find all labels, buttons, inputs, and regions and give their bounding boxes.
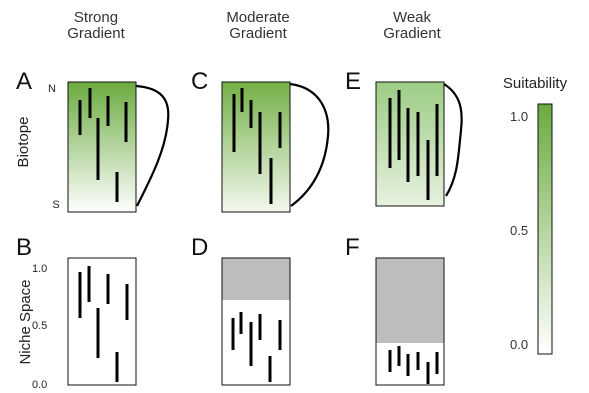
suitability-curve-moderate (289, 82, 330, 207)
panel-d-niche (221, 257, 291, 386)
column-header-weak: Weak Gradient (383, 9, 441, 42)
suitability-curve-strong (135, 84, 170, 207)
column-header-strong: Strong Gradient (67, 9, 125, 42)
biotope-north-label: N (48, 83, 56, 95)
column-header-moderate-line1: Moderate (226, 9, 289, 26)
panel-letter-d: D (191, 234, 208, 261)
biotope-box-weak (375, 81, 445, 207)
suitability-curve-weak (443, 83, 463, 197)
niche-tick-0: 0.0 (32, 379, 47, 391)
column-header-weak-line2: Gradient (383, 25, 441, 42)
colorbar-tick-1: 1.0 (510, 109, 528, 124)
panel-a-biotope (67, 81, 170, 213)
column-header-strong-line2: Gradient (67, 25, 125, 42)
column-header-moderate: Moderate Gradient (226, 9, 289, 42)
unavailable-niche-region (222, 258, 290, 300)
niche-box-moderate-border (221, 257, 291, 386)
niche-tick-0-5: 0.5 (32, 320, 47, 332)
biotope-south-label: S (52, 199, 59, 211)
column-header-moderate-line2: Gradient (229, 25, 287, 42)
panel-e-biotope (375, 81, 463, 207)
suitability-colorbar: Suitability 1.0 0.5 0.0 (503, 75, 568, 355)
niche-box-weak-border (375, 257, 445, 386)
panel-b-niche (67, 257, 137, 386)
niche-tick-1: 1.0 (32, 263, 47, 275)
colorbar-tick-0: 0.0 (510, 337, 528, 352)
colorbar-gradient (537, 103, 553, 355)
panel-letter-c: C (191, 68, 208, 95)
column-header-strong-line1: Strong (74, 9, 118, 26)
colorbar-tick-0-5: 0.5 (510, 223, 528, 238)
biotope-axis-title: Biotope (15, 117, 32, 168)
column-header-weak-line1: Weak (393, 9, 432, 26)
colorbar-title: Suitability (503, 75, 568, 92)
panel-letter-a: A (16, 68, 32, 95)
unavailable-niche-region (376, 258, 444, 343)
niche-box-strong (67, 257, 137, 386)
panel-letter-f: F (345, 234, 360, 261)
panel-c-biotope (221, 81, 330, 213)
panel-f-niche (375, 257, 445, 386)
biotope-box-strong (67, 81, 137, 213)
niche-space-axis-title: Niche Space (17, 279, 34, 364)
panel-letter-e: E (345, 68, 361, 95)
panel-letter-b: B (16, 234, 32, 261)
